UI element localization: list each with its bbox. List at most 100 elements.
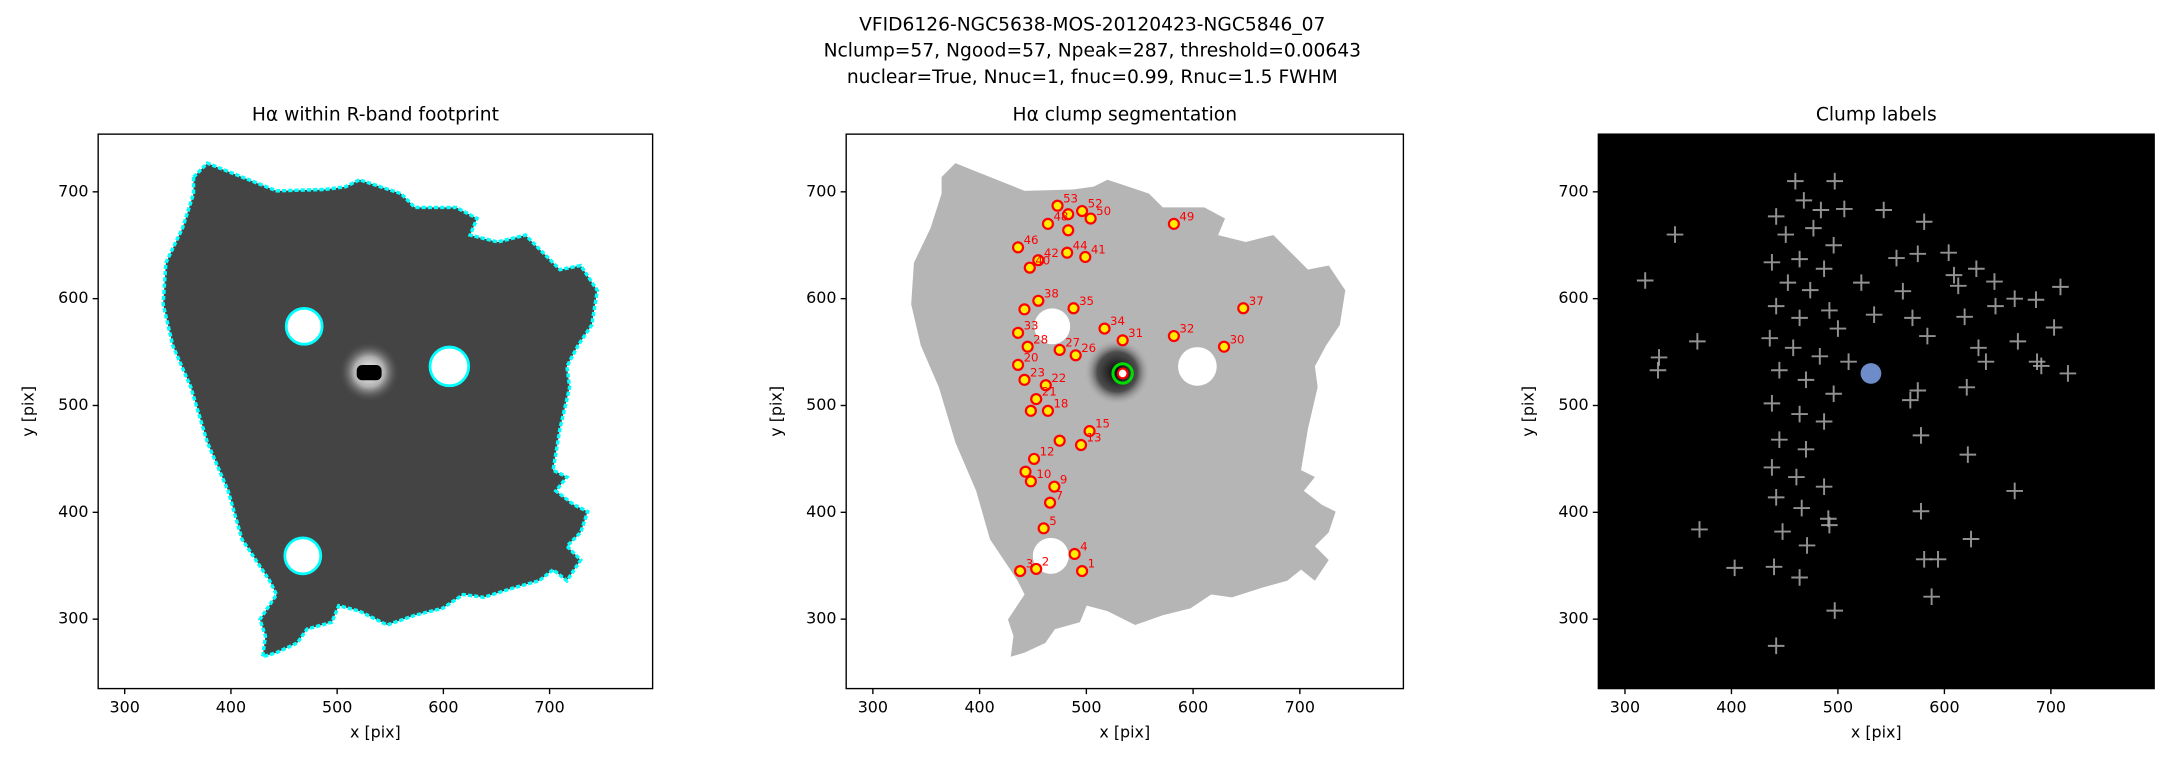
- clump-cross: [2009, 333, 2027, 350]
- panel-title: Hα within R-band footprint: [252, 104, 499, 125]
- clump-cross: [1811, 348, 1829, 365]
- y-axis-label: y [pix]: [1519, 386, 1538, 437]
- clump-marker: [1062, 208, 1075, 221]
- clump-cross: [1691, 521, 1708, 538]
- clump-cross: [1977, 353, 1995, 370]
- y-tick-label: 400: [1558, 502, 1588, 521]
- clump-label: 48: [1053, 209, 1068, 223]
- clump-cross: [1949, 277, 1967, 295]
- clump-cross: [1763, 254, 1781, 271]
- clump-label: 32: [1179, 322, 1194, 336]
- clump-cross: [1791, 569, 1808, 586]
- plot-area: [1598, 134, 2155, 689]
- clump-label: 23: [1030, 365, 1045, 379]
- clump-label: 50: [1096, 204, 1111, 218]
- x-tick-label: 700: [2036, 697, 2066, 716]
- clump-marker: [1018, 373, 1031, 386]
- y-tick-label: 500: [58, 395, 88, 414]
- clump-cross: [1767, 208, 1785, 225]
- clump-marker: [1030, 392, 1043, 406]
- clump-cross: [1791, 309, 1808, 327]
- clump-marker: [1023, 261, 1036, 274]
- y-tick-label: 600: [806, 288, 836, 307]
- panel: 300 400 500 600 700 300 400 500 600 700 Hα within …: [19, 104, 654, 741]
- clump-label: 13: [1087, 431, 1102, 445]
- clump-marker: [1084, 212, 1097, 225]
- clump-cross: [1853, 274, 1870, 291]
- clump-cross: [1923, 588, 1940, 606]
- clump-marker: [1076, 564, 1089, 578]
- clump-label: 52: [1088, 197, 1103, 211]
- y-tick-label: 500: [1558, 395, 1588, 414]
- clump-label: 7: [1056, 488, 1063, 502]
- clump-cross: [1968, 260, 1985, 278]
- clump-label: 18: [1053, 396, 1068, 410]
- clump-label: 27: [1065, 336, 1080, 350]
- clump-cross: [1821, 302, 1838, 319]
- x-tick-label: 600: [428, 697, 458, 716]
- x-tick-label: 300: [858, 697, 888, 716]
- clump-cross: [1888, 249, 1905, 267]
- clump-cross: [2052, 278, 2069, 296]
- clump-cross: [1919, 327, 1936, 345]
- clump-marker: [1041, 217, 1055, 230]
- clump-cross: [1875, 201, 1893, 219]
- clump-cross: [1956, 308, 1973, 326]
- clump-marker: [1039, 379, 1052, 392]
- clump-label: 21: [1042, 385, 1057, 399]
- clump-marker: [1032, 254, 1045, 267]
- x-tick-label: 500: [1071, 697, 1101, 716]
- axes-frame: [845, 133, 1405, 690]
- clump-cross: [1825, 236, 1842, 254]
- clump-cross: [1815, 413, 1833, 430]
- y-tick-label: 700: [806, 181, 836, 200]
- saturated-core: [356, 365, 382, 381]
- x-tick-label: 700: [534, 697, 564, 716]
- clump-label: 33: [1024, 318, 1039, 332]
- x-tick-label: 600: [1929, 697, 1959, 716]
- x-tick-label: 300: [110, 697, 140, 716]
- clump-label: 5: [1049, 514, 1056, 528]
- clump-cross: [1962, 530, 1980, 548]
- clump-marker: [1074, 438, 1088, 452]
- clump-cross: [1840, 353, 1857, 370]
- clump-cross: [1774, 523, 1791, 540]
- figure-title: VFID6126-NGC5638-MOS-20120423-NGC5846_07: [859, 14, 1325, 35]
- clump-marker: [1014, 564, 1027, 578]
- clump-cross: [1788, 468, 1805, 486]
- x-axis-label: x [pix]: [1099, 722, 1150, 741]
- clump-label: 2: [1042, 555, 1049, 569]
- clump-cross: [1726, 559, 1743, 577]
- clump-label: 34: [1110, 314, 1125, 328]
- x-tick-label: 700: [1285, 697, 1315, 716]
- clump-cross: [1915, 213, 1933, 231]
- clump-label: 10: [1036, 467, 1051, 481]
- clump-marker: [1018, 303, 1031, 316]
- axes-frame: [97, 133, 654, 690]
- y-tick-label: 300: [806, 609, 836, 628]
- clump-label: 28: [1033, 332, 1048, 346]
- clump-cross: [1791, 250, 1808, 268]
- y-tick-label: 300: [58, 609, 88, 628]
- clump-cross: [1771, 431, 1788, 448]
- clump-label: 31: [1128, 326, 1143, 340]
- clump-label: 9: [1060, 472, 1067, 486]
- clump-cross: [1812, 201, 1830, 219]
- y-tick-label: 600: [1558, 288, 1588, 307]
- x-tick-label: 500: [1823, 697, 1853, 716]
- clump-cross: [1929, 551, 1947, 568]
- image-background: [1598, 134, 2155, 689]
- clump-marker: [1237, 302, 1250, 315]
- clump-cross: [1959, 446, 1977, 463]
- plot-area: [161, 161, 600, 660]
- clump-cross: [1915, 551, 1933, 568]
- clump-cross: [1821, 516, 1838, 534]
- clump-cross: [1945, 266, 1963, 284]
- clump-cross: [1791, 405, 1808, 423]
- y-axis-label: y [pix]: [767, 386, 786, 437]
- masked-star: [428, 345, 471, 388]
- nucleus-core: [1116, 367, 1129, 380]
- clump-marker: [1083, 425, 1096, 438]
